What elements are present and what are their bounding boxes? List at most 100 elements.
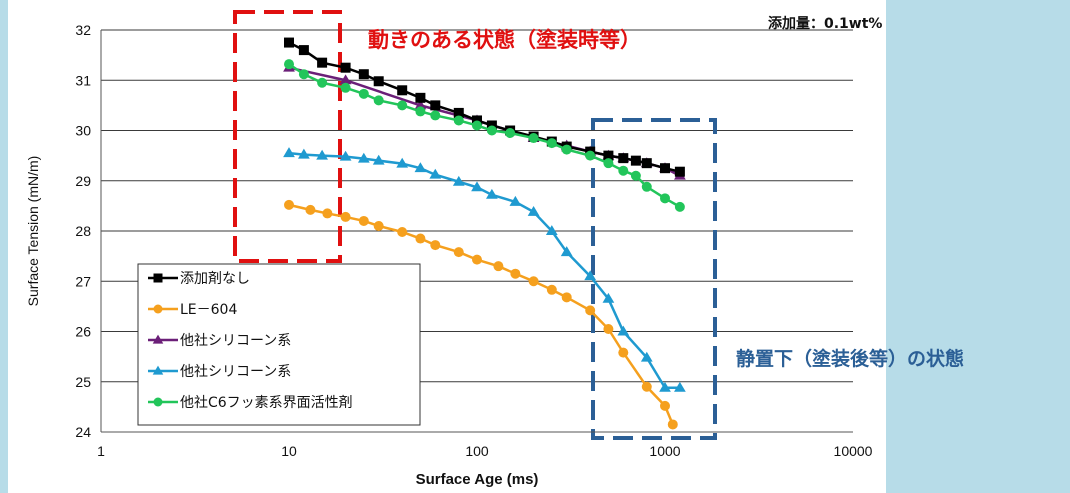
x-tick-label: 1000: [649, 443, 680, 459]
data-point: [415, 106, 426, 117]
data-point: [505, 128, 516, 139]
data-point: [373, 220, 384, 231]
data-point: [396, 157, 409, 168]
data-point: [660, 400, 670, 411]
data-point: [618, 153, 629, 164]
data-point: [298, 148, 310, 159]
data-point: [486, 125, 497, 136]
data-point: [298, 69, 309, 80]
series-line: [288, 151, 680, 390]
data-point: [630, 155, 641, 166]
data-point: [397, 85, 408, 96]
data-point: [617, 325, 630, 336]
data-point: [305, 204, 316, 215]
data-point: [527, 205, 540, 216]
data-point: [584, 270, 597, 281]
legend-marker: [152, 334, 164, 344]
x-tick-label: 10: [281, 443, 297, 459]
data-point: [546, 138, 557, 149]
legend-item: 添加剤なし: [148, 271, 250, 287]
data-point: [561, 144, 572, 155]
data-point: [641, 381, 652, 392]
data-point: [585, 150, 596, 161]
data-point: [603, 150, 614, 161]
x-axis-title: Surface Age (ms): [416, 471, 539, 488]
series-line: [288, 203, 674, 425]
data-point: [472, 120, 482, 131]
data-point: [453, 247, 464, 258]
data-point: [618, 165, 629, 176]
data-point: [283, 147, 295, 158]
y-tick-label: 30: [75, 123, 91, 139]
data-point: [471, 181, 483, 192]
legend-label: LE－604: [180, 302, 237, 318]
dynamic-state-annotation: 動きのある状態（塗装時等）: [368, 28, 641, 52]
data-point: [322, 208, 333, 219]
data-point: [493, 261, 504, 272]
data-point: [339, 74, 352, 85]
data-point: [674, 201, 685, 212]
y-tick-label: 31: [75, 72, 91, 88]
data-point: [340, 211, 351, 222]
legend-marker: [153, 397, 163, 407]
legend-marker: [153, 273, 163, 283]
data-point: [284, 59, 294, 70]
data-point: [585, 305, 596, 316]
data-point: [373, 95, 384, 106]
data-point: [545, 225, 558, 235]
y-tick-label: 28: [75, 223, 91, 239]
data-point: [430, 110, 441, 121]
y-tick-label: 29: [75, 173, 91, 189]
data-point: [284, 199, 294, 210]
data-point: [339, 150, 352, 161]
data-point: [510, 268, 521, 279]
legend-box: [137, 263, 421, 426]
data-point: [486, 188, 498, 199]
data-point: [397, 100, 408, 111]
legend-item: 他社C6フッ素系界面活性剤: [148, 395, 353, 411]
legend-label: 他社シリコーン系: [180, 333, 291, 349]
data-point: [667, 419, 678, 430]
data-point: [640, 351, 653, 362]
x-tick-label: 10000: [834, 443, 873, 459]
data-point: [317, 77, 328, 88]
legend-marker: [153, 304, 163, 314]
series-1: [284, 199, 678, 430]
data-point: [472, 254, 482, 265]
dynamic-state-box: [233, 10, 342, 263]
x-tick-label: 1: [97, 443, 105, 459]
data-point: [453, 115, 464, 126]
data-point: [509, 195, 522, 206]
data-point: [528, 133, 539, 144]
static-state-annotation: 静置下（塗装後等）の状態: [736, 348, 965, 370]
surface-tension-chart: 24 25 26 27 28 29 30 31 32 1 10 100 1000 10000 Surface…: [25, 10, 873, 488]
data-point: [659, 381, 671, 392]
data-point: [284, 37, 294, 48]
y-tick-label: 26: [75, 324, 91, 340]
y-tick-label: 27: [75, 273, 91, 289]
data-point: [373, 76, 384, 87]
data-point: [486, 120, 497, 131]
data-point: [414, 99, 427, 110]
y-axis-title: Surface Tension (mN/m): [25, 156, 41, 307]
legend-label: 添加剤なし: [180, 271, 250, 287]
chart-panel: 24 25 26 27 28 29 30 31 32 1 10 100 1000 10000 Surface…: [8, 0, 886, 493]
data-point: [415, 92, 426, 103]
legend-item: 他社シリコーン系: [148, 364, 291, 380]
data-point: [561, 292, 572, 303]
data-point: [660, 163, 670, 174]
data-point: [415, 233, 426, 244]
y-tick-label: 25: [75, 374, 91, 390]
data-point: [358, 215, 369, 226]
y-tick-label: 24: [75, 424, 91, 440]
data-point: [472, 115, 482, 126]
legend-item: LE－604: [148, 302, 237, 318]
series-3: [283, 147, 686, 392]
data-point: [429, 168, 442, 179]
series-4: [284, 59, 685, 212]
data-point: [358, 69, 369, 80]
data-point: [430, 240, 441, 251]
data-point: [603, 323, 614, 334]
data-point: [397, 227, 408, 238]
